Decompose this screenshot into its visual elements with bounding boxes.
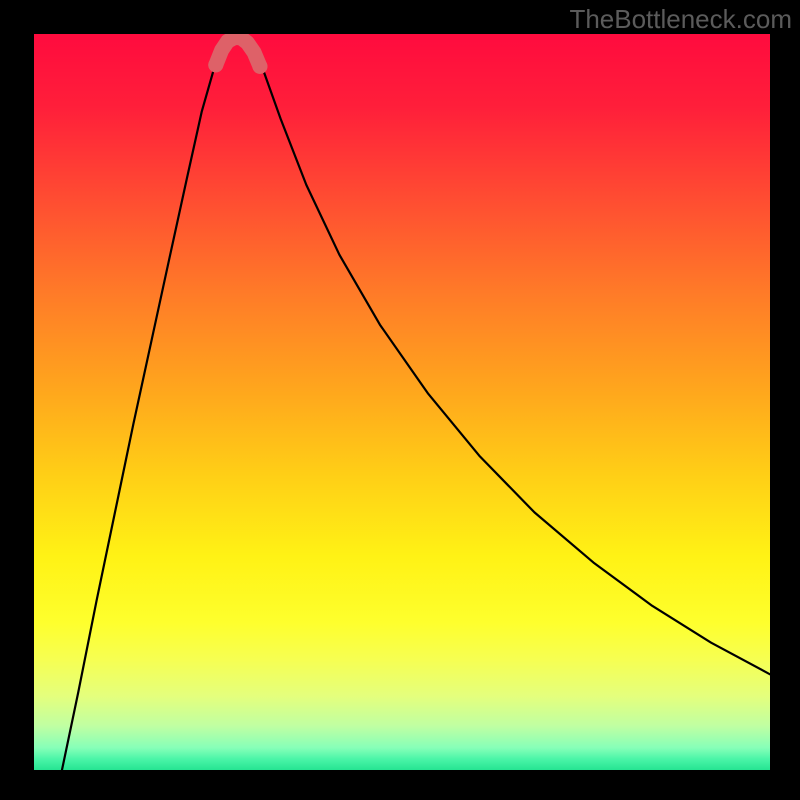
watermark-text: TheBottleneck.com — [569, 4, 792, 35]
chart-svg — [34, 34, 770, 770]
chart-plot-area — [34, 34, 770, 770]
gradient-background — [34, 34, 770, 770]
